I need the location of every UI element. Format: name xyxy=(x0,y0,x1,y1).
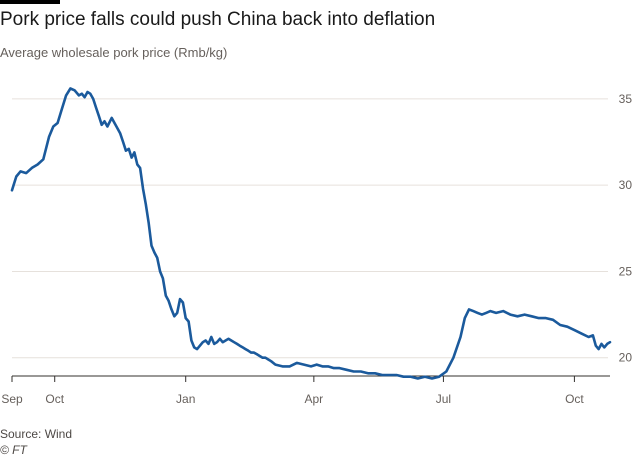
x-tick-label-apr-3: Apr xyxy=(305,392,324,406)
copyright-credit: © FT xyxy=(0,443,27,457)
source-note: Source: Wind xyxy=(0,427,73,441)
chart-subtitle: Average wholesale pork price (Rmb/kg) xyxy=(0,45,228,60)
x-tick-label-jan-2: Jan xyxy=(176,392,195,406)
x-tick-label-oct-1: Oct xyxy=(45,392,64,406)
chart-title: Pork price falls could push China back i… xyxy=(0,9,436,30)
series-line-0 xyxy=(10,87,612,380)
x-tick-label-oct-5: Oct xyxy=(565,392,584,406)
grid-lines xyxy=(12,98,608,359)
brand-bar xyxy=(0,0,60,4)
y-tick-label-25: 25 xyxy=(619,264,633,278)
x-tick-label-jul-4: Jul xyxy=(436,392,451,406)
series-layer xyxy=(10,87,612,380)
y-tick-label-35: 35 xyxy=(619,92,633,106)
x-axis xyxy=(11,375,610,382)
x-axis-tick-labels: Sep Oct Jan Apr Jul Oct xyxy=(1,392,584,406)
x-tick-label-sep-0: Sep xyxy=(1,392,23,406)
y-axis-tick-labels: 20 25 30 35 xyxy=(619,92,633,365)
y-tick-label-30: 30 xyxy=(619,178,633,192)
y-tick-label-20: 20 xyxy=(619,351,633,365)
